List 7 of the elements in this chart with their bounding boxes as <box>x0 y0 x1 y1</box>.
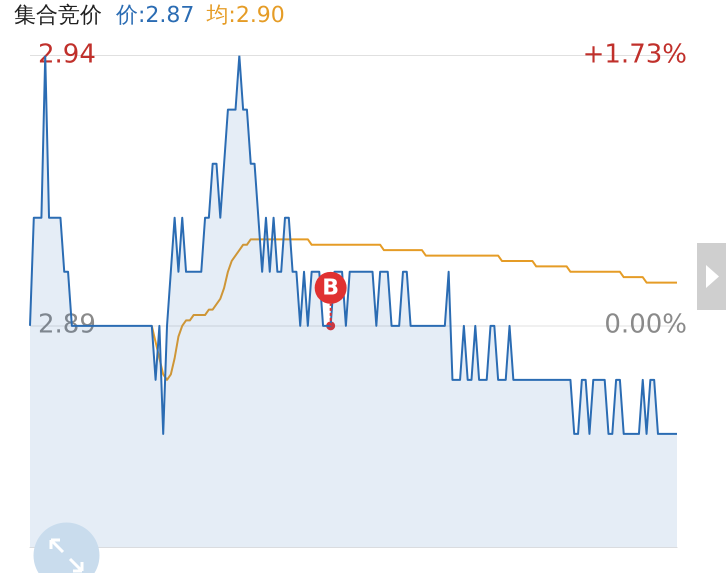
annotation: B <box>322 276 340 301</box>
y2-tick-label: +1.73% <box>582 39 687 70</box>
text: 价:2.87 <box>116 2 194 30</box>
y2-tick-label: 0.00% <box>604 310 687 340</box>
text: 均:2.90 <box>206 2 285 30</box>
y-tick-label: 2.94 <box>38 39 96 70</box>
chart-title: 集合竞价 <box>14 2 102 30</box>
